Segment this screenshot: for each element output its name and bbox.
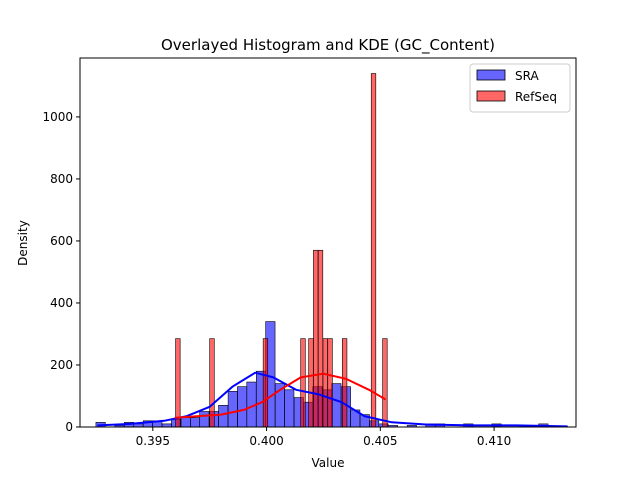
legend-swatch-refseq: [476, 90, 506, 102]
refseq-bar: [382, 338, 388, 428]
sra-bar: [237, 386, 248, 428]
chart-title: Overlayed Histogram and KDE (GC_Content): [161, 36, 495, 55]
x-tick-label: 0.400: [249, 434, 283, 448]
legend: SRA RefSeq: [469, 63, 571, 113]
refseq-bar: [175, 338, 181, 428]
sra-bar: [180, 417, 191, 428]
x-tick-label: 0.405: [363, 434, 397, 448]
refseq-bar: [308, 338, 314, 428]
sra-bar: [331, 383, 342, 428]
refseq-bar: [322, 338, 328, 428]
refseq-bar: [370, 73, 377, 428]
sra-bar: [199, 411, 210, 428]
y-axis-ticks: 0 200 400 600 800 1000: [42, 110, 80, 434]
legend-label-sra: SRA: [515, 69, 539, 83]
x-tick-label: 0.410: [477, 434, 511, 448]
plot-frame: [79, 57, 577, 428]
refseq-bar: [209, 338, 215, 428]
y-tick-label: 400: [50, 296, 73, 310]
sra-bar: [284, 389, 295, 428]
y-tick-label: 600: [50, 234, 73, 248]
y-tick-label: 1000: [42, 110, 73, 124]
sra-bar: [227, 391, 238, 428]
refseq-bar: [327, 338, 333, 428]
y-tick-label: 0: [65, 420, 73, 434]
refseq-bar: [313, 249, 319, 428]
refseq-bar: [262, 338, 269, 428]
refseq-bar: [342, 338, 348, 428]
x-tick-label: 0.395: [136, 434, 170, 448]
refseq-bar: [317, 249, 324, 428]
sra-bar: [190, 417, 201, 428]
legend-label-refseq: RefSeq: [515, 90, 557, 104]
x-axis-ticks: 0.395 0.400 0.405 0.410: [136, 427, 511, 448]
refseq-bar: [300, 338, 306, 428]
x-axis-label: Value: [312, 456, 345, 470]
refseq-kde-line: [174, 372, 386, 419]
legend-swatch-sra: [476, 69, 506, 81]
sra-bar: [218, 404, 229, 428]
y-tick-label: 200: [50, 358, 73, 372]
y-tick-label: 800: [50, 172, 73, 186]
kde-layer: [97, 371, 568, 428]
y-axis-label: Density: [16, 220, 30, 266]
